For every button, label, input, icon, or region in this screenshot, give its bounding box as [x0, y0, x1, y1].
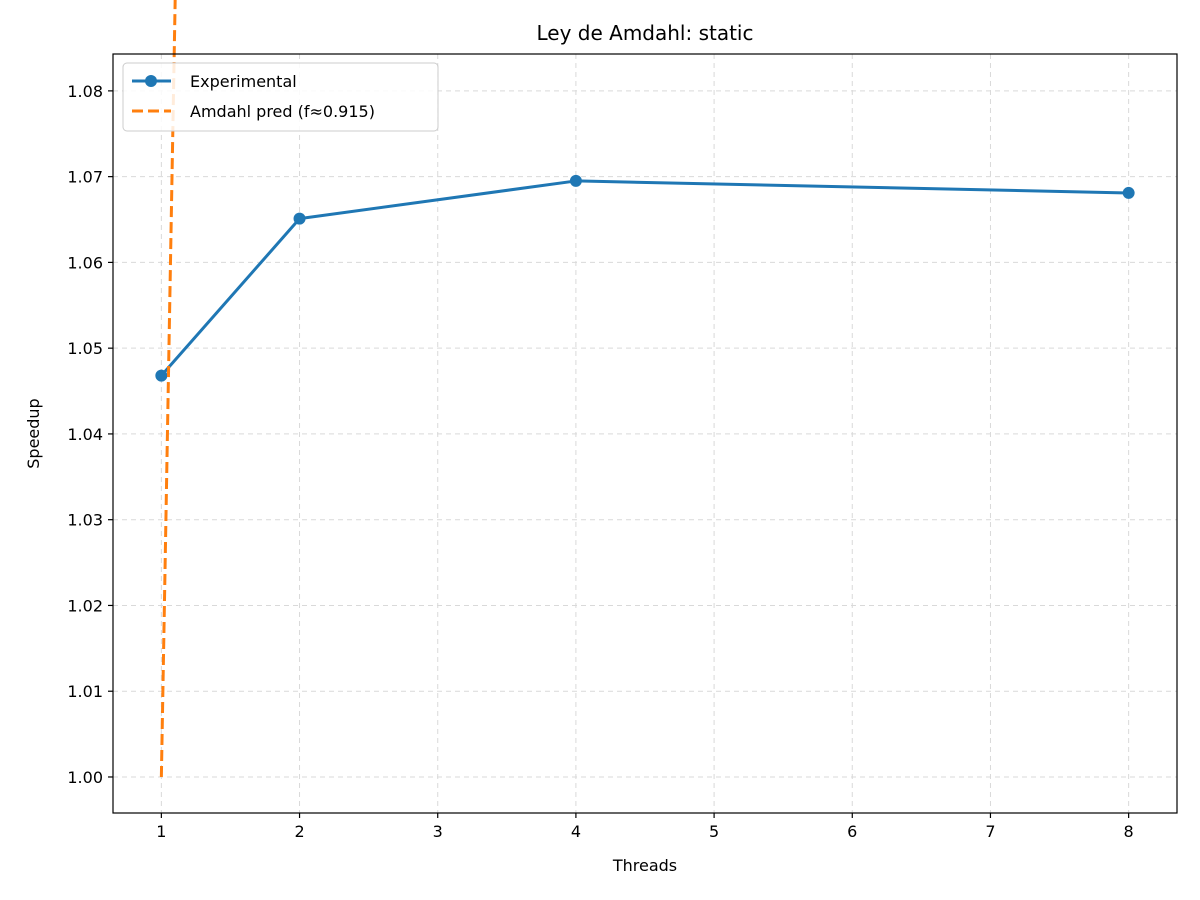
x-axis-label: Threads [612, 856, 677, 875]
y-tick-label: 1.04 [67, 425, 103, 444]
legend: Experimental Amdahl pred (f≈0.915) [122, 62, 439, 132]
y-tick-label: 1.08 [67, 82, 103, 101]
y-axis-label: Speedup [24, 398, 43, 468]
x-axis: 1 2 3 4 5 6 7 8 [156, 813, 1134, 841]
x-tick-label: 4 [571, 822, 581, 841]
x-tick-label: 1 [156, 822, 166, 841]
y-axis: 1.00 1.01 1.02 1.03 1.04 1.05 1.06 1.07 1.08 [67, 82, 113, 787]
x-tick-label: 7 [985, 822, 995, 841]
series-line-experimental [160, 179, 1129, 377]
y-tick-label: 1.06 [67, 253, 103, 272]
legend-box [122, 62, 439, 132]
x-tick-label: 2 [294, 822, 304, 841]
y-tick-label: 1.01 [67, 682, 103, 701]
legend-marker-experimental [145, 75, 157, 87]
y-tick-label: 1.00 [67, 768, 103, 787]
series-layer [155, 0, 1135, 778]
data-point-experimental [293, 212, 306, 225]
x-tick-label: 8 [1124, 822, 1134, 841]
data-point-experimental [1122, 186, 1135, 199]
y-tick-label: 1.07 [67, 168, 103, 187]
x-tick-label: 6 [847, 822, 857, 841]
legend-label: Experimental [190, 72, 297, 91]
y-tick-label: 1.03 [67, 511, 103, 530]
x-tick-label: 5 [709, 822, 719, 841]
chart-title: Ley de Amdahl: static [536, 21, 753, 45]
y-tick-label: 1.02 [67, 596, 103, 615]
x-tick-label: 3 [433, 822, 443, 841]
legend-label: Amdahl pred (f≈0.915) [190, 102, 375, 121]
data-point-experimental [569, 174, 582, 187]
data-point-experimental [155, 369, 168, 382]
grid [113, 54, 1177, 813]
y-tick-label: 1.05 [67, 339, 103, 358]
